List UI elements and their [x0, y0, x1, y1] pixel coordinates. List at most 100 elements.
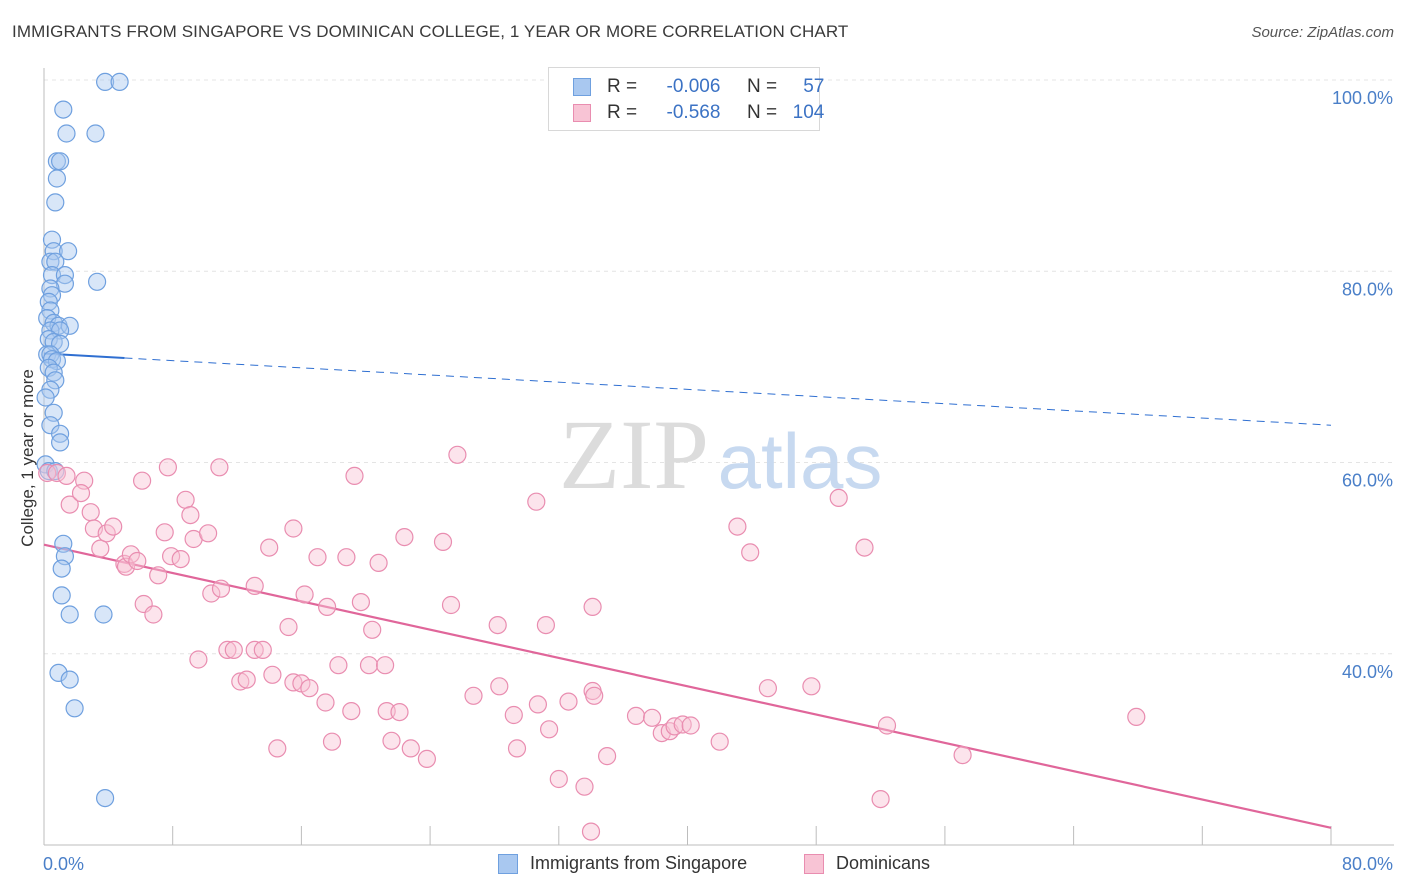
dominican-point	[758, 679, 778, 698]
dominican-point	[144, 605, 163, 624]
x-tick-label: 0.0%	[43, 854, 84, 874]
dominican-point	[504, 705, 523, 725]
dominican-point	[877, 716, 897, 735]
dominican-point	[181, 505, 200, 525]
singapore-point	[46, 252, 65, 271]
dominican-point	[97, 524, 116, 543]
singapore-point	[36, 388, 55, 407]
dominican-point	[199, 524, 218, 543]
dominican-point	[681, 716, 700, 735]
dominican-point	[351, 592, 370, 612]
singapore-point	[41, 252, 60, 271]
dominican-point	[211, 579, 231, 598]
dominican-point	[626, 706, 646, 726]
chart-source: Source: ZipAtlas.com	[1251, 24, 1394, 41]
dominican-point	[855, 538, 874, 557]
dominican-point	[575, 777, 594, 796]
watermark: ZIP atlas	[559, 399, 882, 510]
dominican-point	[528, 695, 548, 714]
singapore-point	[41, 279, 60, 298]
dominican-point	[1127, 707, 1146, 727]
legend-swatch-dominicans	[573, 104, 591, 122]
dominican-point	[559, 692, 578, 711]
dominican-point	[417, 749, 436, 769]
bottom-legend-swatch-singapore	[498, 854, 518, 874]
singapore-point	[60, 670, 79, 689]
dominican-point	[171, 549, 190, 569]
dominican-point	[245, 576, 264, 596]
dominican-point	[642, 708, 662, 727]
dominican-point	[158, 458, 177, 477]
dominican-point	[829, 488, 848, 507]
dominican-point	[121, 545, 140, 564]
dominican-point	[176, 490, 195, 509]
singapore-point	[52, 586, 71, 605]
dominican-point	[263, 665, 282, 684]
dominican-point	[81, 503, 100, 522]
singapore-point	[46, 193, 65, 212]
dominican-point	[390, 702, 409, 722]
singapore-point	[39, 330, 58, 349]
singapore-point	[52, 559, 71, 578]
singapore-point	[86, 124, 105, 143]
singapore-point	[65, 699, 84, 718]
y-tick-label: 80.0%	[1342, 279, 1393, 299]
dominican-point	[322, 732, 342, 751]
dominican-point	[433, 532, 453, 552]
dominican-point	[128, 551, 147, 571]
singapore-trend-dashed	[124, 357, 1332, 426]
dominican-point	[38, 463, 57, 483]
dominican-point	[224, 640, 243, 660]
dominican-point	[953, 745, 972, 765]
legend-n-label: N =	[746, 76, 778, 97]
dominican-point	[581, 822, 601, 841]
singapore-point	[47, 169, 67, 188]
dominican-point	[369, 553, 388, 573]
watermark-atlas: atlas	[718, 417, 883, 505]
dominican-point	[237, 670, 256, 689]
dominican-point	[583, 597, 602, 617]
dominican-point	[218, 640, 237, 660]
legend-n-value: 104	[792, 102, 825, 123]
legend-r-value: -0.006	[666, 76, 721, 97]
trend-lines	[43, 352, 1332, 829]
dominican-point	[741, 543, 760, 562]
dominican-point	[308, 548, 327, 567]
singapore-point	[55, 274, 75, 293]
dominican-point	[401, 739, 420, 758]
singapore-point	[49, 663, 68, 683]
dominican-point	[149, 566, 168, 585]
dominican-point	[295, 585, 314, 604]
dominican-point	[448, 445, 467, 464]
dominican-point	[155, 523, 174, 542]
singapore-trend-solid	[43, 352, 125, 359]
dominican-point	[802, 677, 821, 696]
dominican-point	[260, 538, 279, 557]
legend-n-label: N =	[746, 102, 778, 123]
dominican-point	[549, 769, 568, 789]
dominican-point	[382, 731, 401, 750]
singapore-point	[42, 266, 62, 285]
dominican-point	[268, 739, 287, 758]
data-points	[36, 72, 1146, 841]
dominican-point	[359, 656, 379, 675]
dominican-point	[490, 677, 509, 696]
dominican-point	[728, 517, 747, 536]
chart-title: IMMIGRANTS FROM SINGAPORE VS DOMINICAN C…	[12, 22, 849, 41]
dominican-point	[441, 595, 461, 615]
dominican-point	[585, 686, 604, 705]
singapore-point	[57, 124, 76, 143]
dominican-point	[210, 458, 229, 477]
tick-labels: 100.0% 80.0% 60.0% 40.0% 0.0% 80.0%	[43, 88, 1393, 874]
dominican-point	[363, 620, 382, 639]
dominican-point	[871, 789, 890, 809]
bottom-legend-label-singapore: Immigrants from Singapore	[530, 853, 748, 873]
dominican-point	[337, 548, 356, 567]
legend-r-value: -0.568	[666, 102, 721, 123]
singapore-point	[44, 363, 63, 382]
dominican-point	[488, 615, 507, 635]
singapore-point	[58, 242, 78, 261]
singapore-point	[60, 605, 79, 624]
singapore-point	[95, 788, 115, 808]
dominican-point	[464, 686, 483, 705]
